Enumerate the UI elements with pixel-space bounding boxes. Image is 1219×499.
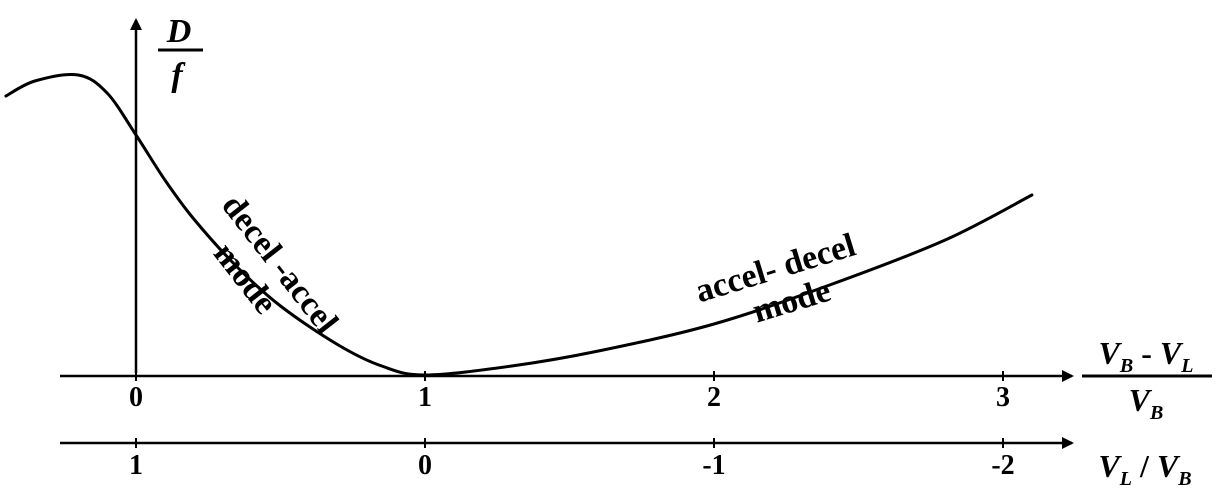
x-axis-primary-tick-label: 1 [418,382,432,413]
x-axis-secondary-tick-label: 0 [418,450,432,481]
x-axis-secondary-label: VL / VB [1098,448,1191,490]
x-axis-primary-tick-label: 3 [996,382,1010,413]
x-axis-primary-label-denominator: VB [1129,382,1164,424]
x-axis-secondary-tick-label: 1 [129,450,143,481]
y-axis-label: D f [158,13,203,94]
series-curve [4,73,1034,377]
label-part: V [1157,448,1181,484]
x-axis-primary-tick-label: 2 [707,382,721,413]
x-axis-primary-tick-label: 0 [129,382,143,413]
label-subscript: L [1180,355,1193,377]
label-part: / [1132,448,1157,484]
label-subscript: B [1119,355,1133,377]
annotation-accel-decel: accel- decel mode [691,227,860,331]
y-axis-label-denominator: f [171,57,186,94]
label-part: V [1099,335,1123,371]
x-axis-secondary-tick-label: -1 [702,450,725,481]
x-axis-secondary-ticks: 1 0 -1 -2 [129,438,1015,481]
label-part: - [1133,335,1160,371]
label-subscript: B [1149,402,1163,424]
label-part: V [1160,335,1184,371]
x-axis-primary-label: VB - VL VB [1082,335,1212,424]
x-axis-primary-ticks: 0 1 2 3 [129,371,1010,413]
annotation-decel-accel: decel -accel mode [206,188,345,341]
x-axis-primary-label-numerator: VB - VL [1099,335,1194,377]
label-subscript: B [1177,468,1191,490]
y-axis-label-numerator: D [166,13,192,50]
x-axis-secondary-tick-label: -2 [991,450,1014,481]
label-part: V [1098,448,1122,484]
label-part: V [1129,382,1153,418]
label-subscript: L [1119,468,1132,490]
